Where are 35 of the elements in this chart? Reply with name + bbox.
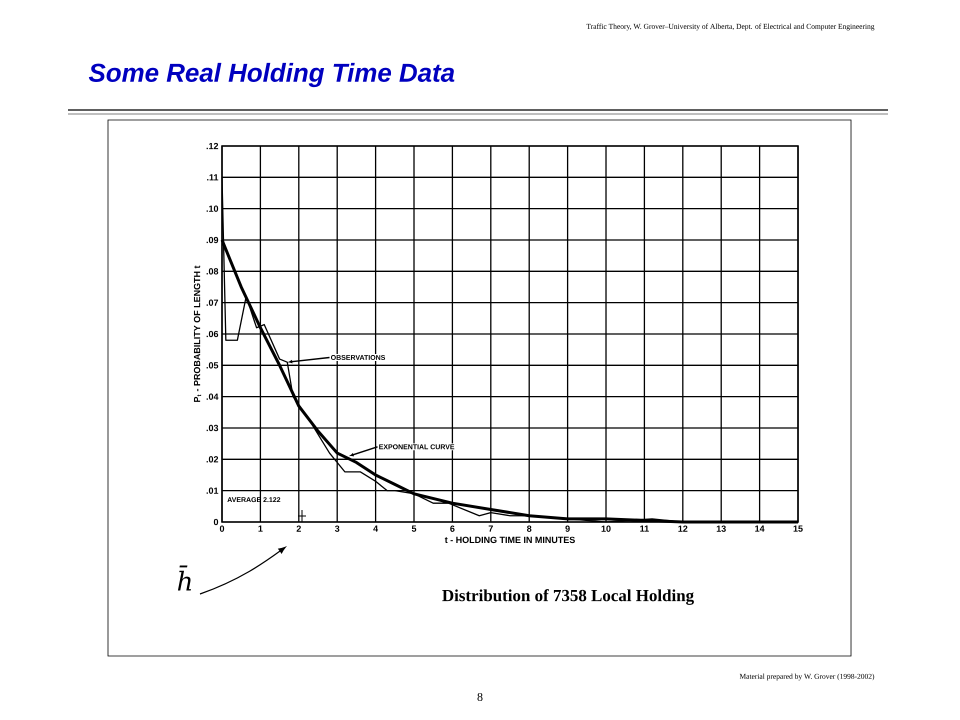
chart-title: Some Real Holding Time Data [88, 62, 454, 88]
x-tick-label: 0 [220, 526, 224, 532]
y-tick-label: .11 [207, 174, 218, 180]
x-tick-label: 5 [412, 526, 416, 532]
x-tick-label: 4 [373, 526, 378, 532]
y-tick-label: .10 [206, 205, 218, 212]
y-tick-label: 0 [214, 518, 218, 526]
y-tick-label: .01 [206, 487, 218, 494]
x-tick-label: 14 [755, 526, 765, 532]
text: Distribution of 7358 Local Holding [442, 589, 694, 605]
y-tick-label: .05 [206, 362, 218, 369]
y-tick-label: .02 [206, 456, 218, 463]
y-tick-label: .07 [206, 299, 218, 306]
x-tick-label: 6 [450, 526, 455, 532]
x-tick-label: 7 [488, 526, 493, 532]
x-tick-label: 3 [334, 526, 340, 532]
y-tick-label: .03 [206, 424, 218, 432]
y-tick-label: .06 [206, 330, 218, 338]
x-tick-label: 13 [716, 526, 726, 532]
y-tick-label: .09 [206, 236, 218, 244]
y-axis-title: P$_{t}$ - PROBABILITY OF LENGTH t [194, 266, 202, 402]
text: h̄ [178, 566, 191, 590]
x-tick-label: 2 [296, 526, 301, 532]
y-tick-label: .12 [206, 142, 218, 150]
x-tick-label: 9 [565, 526, 570, 532]
x-tick-label: 10 [602, 526, 611, 532]
x-axis-title: t - HOLDING TIME IN MINUTES [444, 536, 575, 544]
x-tick-label: 11 [640, 526, 649, 532]
text: 8 [477, 692, 483, 702]
y-tick-label: .04 [206, 393, 218, 400]
x-tick-label: 1 [258, 526, 263, 532]
x-tick-label: 12 [678, 526, 688, 532]
y-tick-label: .08 [206, 268, 218, 275]
x-tick-label: 15 [794, 526, 803, 532]
x-tick-label: 8 [526, 526, 532, 532]
